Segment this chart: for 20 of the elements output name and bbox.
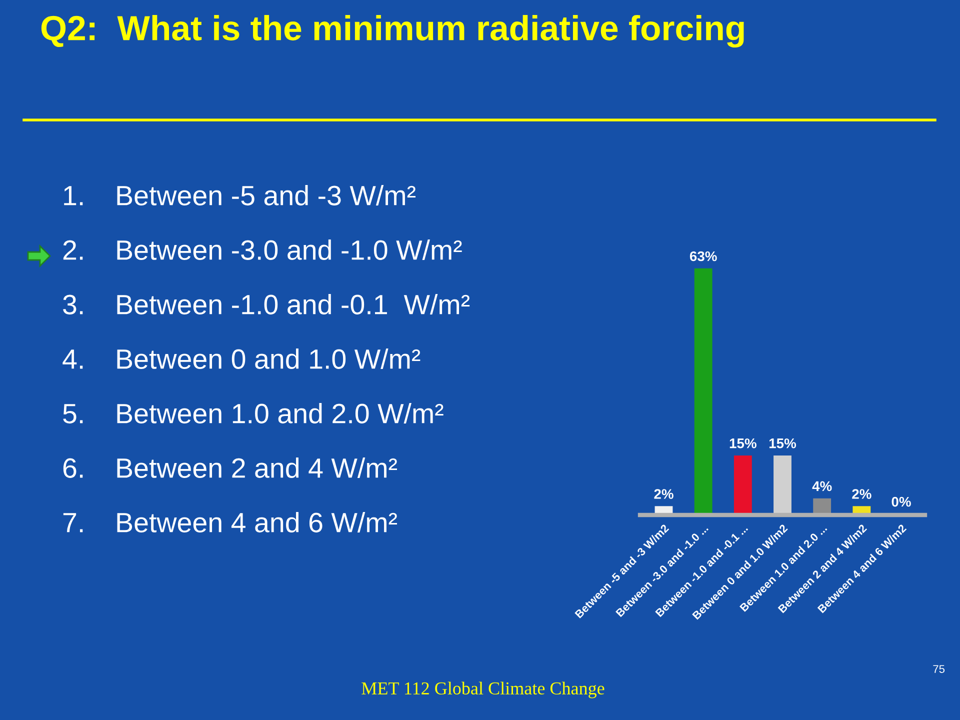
- text: 3. Between -1.0 and -0.1 W/m²: [63, 294, 470, 314]
- data-label: 0%: [892, 496, 911, 507]
- text: MET 112 Global Climate Change: [362, 682, 604, 698]
- text: 4. Between 0 and 1.0 W/m²: [62, 348, 420, 369]
- data-label: 15%: [769, 438, 796, 448]
- text: 7. Between 4 and 6 W/m²: [63, 512, 398, 532]
- bar: [734, 455, 752, 515]
- text: 6. Between 2 and 4 W/m²: [63, 458, 398, 478]
- data-label: 63%: [690, 251, 717, 262]
- text: 2. Between -3.0 and -1.0 W/m²: [63, 240, 462, 260]
- bar: [694, 268, 712, 515]
- text: 75: [933, 665, 945, 673]
- text: 5. Between 1.0 and 2.0 W/m²: [63, 403, 444, 424]
- data-label: 2%: [654, 489, 674, 499]
- data-label: 15%: [730, 438, 756, 448]
- data-label: 4%: [812, 481, 832, 492]
- chart-title: Q2: What is the minimum radiative forcing: [41, 15, 744, 48]
- data-label: 2%: [852, 489, 872, 499]
- bar: [774, 455, 792, 515]
- text: 1. Between -5 and -3 W/m²: [64, 185, 416, 206]
